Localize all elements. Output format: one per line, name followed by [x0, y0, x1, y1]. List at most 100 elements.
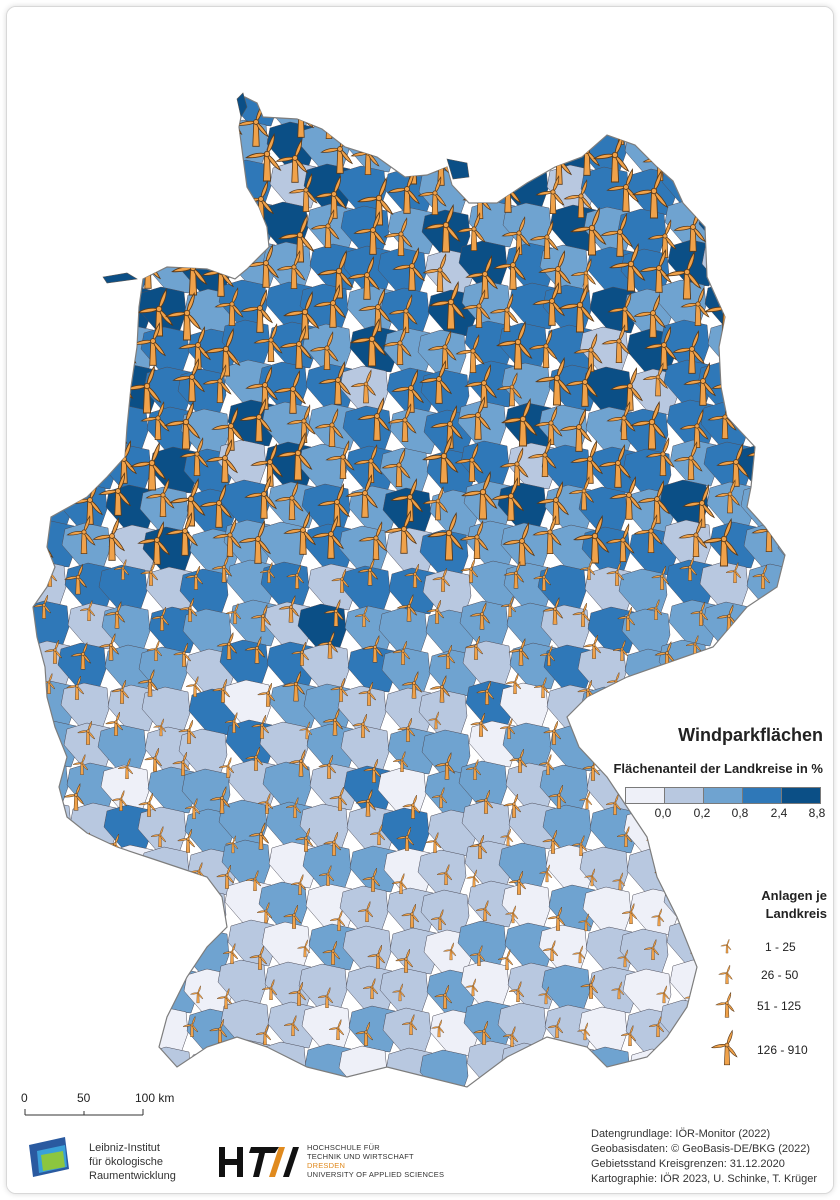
htw-logo-text: HOCHSCHULE FÜR TECHNIK UND WIRTSCHAFT DR… [307, 1143, 445, 1179]
wind-turbine-icon [362, 977, 379, 999]
wind-turbine-icon [502, 522, 535, 566]
wind-turbine-icon [313, 284, 346, 328]
wind-turbine-icon [350, 318, 387, 367]
wind-turbine-icon [539, 644, 556, 666]
wind-turbine-icon [39, 672, 56, 694]
wind-turbine-icon [427, 330, 457, 369]
wind-turbine-icon [431, 786, 448, 808]
legend-subtitle: Flächenanteil der Landkreise in % [613, 761, 823, 776]
wind-turbine-icon [429, 281, 466, 330]
wind-turbine-icon [117, 757, 134, 779]
wind-turbine-icon [533, 676, 550, 698]
wind-turbine-icon [610, 981, 625, 1000]
legend-tick: 2,4 [770, 806, 788, 820]
wind-turbine-icon [401, 903, 420, 928]
wind-turbine-icon [211, 555, 233, 583]
wind-turbine-icon [309, 331, 339, 370]
wind-turbine-icon [690, 601, 709, 626]
wind-turbine-icon [245, 869, 262, 891]
wind-turbine-icon [209, 1018, 228, 1043]
wind-turbine-icon [291, 641, 310, 666]
wind-turbine-icon [529, 220, 559, 259]
district-area [33, 600, 70, 648]
wind-turbine-icon [172, 751, 191, 776]
wind-turbine-icon [461, 289, 491, 328]
ioer-logo-text: Leibniz-Institut für ökologische Raument… [89, 1142, 176, 1182]
wind-turbine-icon [542, 829, 561, 854]
wind-turbine-icon [105, 711, 124, 736]
wind-turbine-icon [253, 323, 283, 362]
wind-turbine-icon [509, 748, 528, 773]
wind-turbine-icon [632, 170, 669, 219]
scale-label-0: 0 [21, 1091, 28, 1105]
wind-turbine-icon [216, 864, 235, 889]
wind-turbine-icon [598, 444, 631, 488]
district-area [217, 439, 267, 487]
wind-turbine-icon [285, 796, 302, 818]
legend-title: Windparkflächen [678, 725, 823, 745]
wind-turbine-icon [165, 292, 202, 341]
wind-turbine-icon [404, 563, 423, 588]
wind-turbine-icon [655, 985, 670, 1004]
wind-turbine-icon [577, 913, 592, 932]
wind-turbine-icon [363, 758, 382, 783]
wind-turbine-icon [245, 746, 264, 771]
wind-turbine-icon [572, 602, 591, 627]
wind-turbine-icon [347, 256, 380, 300]
turbine-legend-label: 126 - 910 [757, 1043, 808, 1057]
wind-turbine-icon [644, 326, 677, 370]
turbine-legend-label: 51 - 125 [757, 999, 802, 1013]
wind-turbine-icon [548, 784, 567, 809]
wind-turbine-icon [244, 636, 266, 664]
district-area [582, 886, 632, 934]
district-area [298, 443, 348, 491]
wind-turbine-icon [164, 401, 201, 450]
wind-turbine-icon [542, 939, 559, 961]
district-area [302, 843, 352, 891]
wind-turbine-icon [329, 909, 346, 931]
wind-turbine-icon [66, 515, 96, 554]
district-area [97, 724, 147, 772]
wind-turbine-icon [317, 250, 354, 299]
district-area [540, 604, 590, 652]
wind-turbine-icon [442, 942, 457, 961]
wind-turbine-icon [384, 510, 417, 554]
wind-turbine-icon [249, 945, 268, 970]
wind-turbine-icon [508, 638, 530, 666]
legend-class-bar [625, 787, 821, 804]
wind-turbine-icon [276, 250, 306, 289]
wind-turbine-icon [222, 942, 239, 964]
district-area [300, 643, 350, 691]
wind-turbine-icon [224, 711, 241, 733]
wind-turbine-icon [476, 680, 495, 705]
turbine-legend-label: 26 - 50 [761, 968, 799, 982]
wind-turbine-icon [547, 1016, 564, 1038]
island-fehmarn [446, 158, 470, 180]
wind-turbine-icon [354, 605, 371, 627]
wind-turbine-icon [437, 644, 456, 669]
wind-turbine-icon [497, 948, 514, 970]
wind-turbine-icon [715, 991, 735, 1018]
germany-map [7, 7, 833, 1193]
wind-turbine-icon [535, 357, 572, 406]
wind-turbine-icon [702, 518, 739, 567]
wind-turbine-icon [179, 437, 209, 476]
wind-turbine-icon [665, 251, 702, 300]
district-area [217, 959, 267, 1007]
wind-turbine-icon [503, 561, 525, 589]
wind-turbine-icon [355, 1021, 374, 1046]
wind-turbine-icon [178, 719, 197, 744]
wind-turbine-icon [473, 1020, 492, 1045]
wind-turbine-icon [503, 793, 522, 818]
district-area [297, 603, 347, 651]
wind-turbine-icon [283, 1014, 300, 1036]
wind-turbine-icon [573, 333, 603, 372]
wind-turbine-icon [633, 514, 663, 553]
wind-turbine-icon [202, 364, 232, 403]
wind-turbine-icon [499, 717, 516, 739]
wind-turbine-icon [396, 826, 415, 851]
district-area [339, 885, 389, 933]
wind-turbine-icon [245, 133, 282, 182]
wind-turbine-icon [460, 558, 479, 583]
wind-turbine-icon [601, 324, 631, 363]
